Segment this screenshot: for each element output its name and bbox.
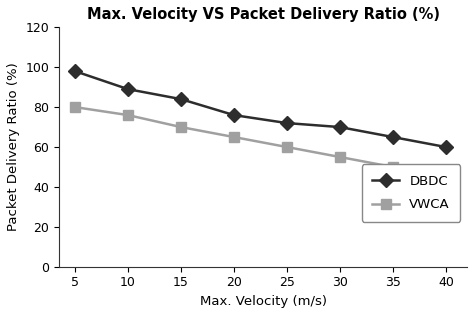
VWCA	[72, 105, 78, 109]
X-axis label: Max. Velocity (m/s): Max. Velocity (m/s)	[200, 295, 327, 308]
Legend: DBDC, VWCA: DBDC, VWCA	[362, 164, 460, 222]
DBDC	[443, 145, 449, 149]
VWCA	[178, 125, 184, 129]
DBDC	[390, 135, 396, 139]
DBDC	[337, 125, 343, 129]
VWCA	[337, 155, 343, 159]
DBDC	[72, 69, 78, 73]
Title: Max. Velocity VS Packet Delivery Ratio (%): Max. Velocity VS Packet Delivery Ratio (…	[87, 7, 439, 22]
DBDC	[178, 97, 184, 101]
VWCA	[390, 165, 396, 169]
Line: VWCA: VWCA	[70, 102, 451, 184]
Line: DBDC: DBDC	[70, 66, 451, 152]
Y-axis label: Packet Delivery Ratio (%): Packet Delivery Ratio (%)	[7, 63, 20, 232]
VWCA	[231, 135, 237, 139]
VWCA	[443, 177, 449, 181]
DBDC	[284, 121, 290, 125]
VWCA	[125, 113, 131, 117]
DBDC	[125, 87, 131, 91]
DBDC	[231, 113, 237, 117]
VWCA	[284, 145, 290, 149]
